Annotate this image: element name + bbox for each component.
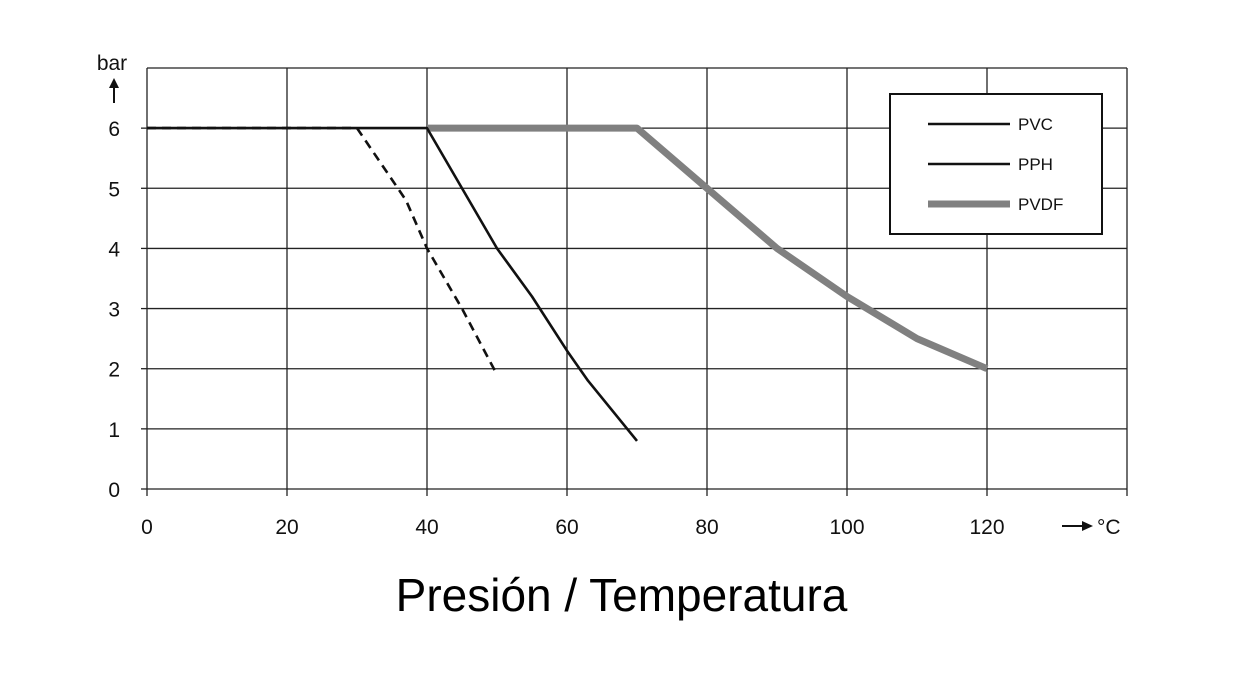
- y-tick-label: 5: [108, 178, 120, 201]
- y-tick-label: 0: [108, 479, 120, 502]
- series-line-pph: [147, 126, 639, 442]
- y-tick-label: 6: [108, 118, 120, 141]
- x-axis-label: °C: [1097, 516, 1121, 539]
- legend-label-pph: PPH: [1018, 155, 1053, 174]
- legend-label-pvc: PVC: [1018, 115, 1053, 134]
- x-tick-label: 40: [415, 516, 438, 539]
- axes: [141, 127, 1128, 496]
- x-tick-label: 120: [969, 516, 1004, 539]
- y-tick-label: 3: [108, 299, 120, 322]
- y-axis-arrow-icon: [109, 78, 119, 103]
- x-tick-label: 80: [695, 516, 718, 539]
- x-axis-arrow-icon: [1062, 521, 1093, 531]
- series-line-pvc: [147, 126, 499, 376]
- tick-labels: 0 20 40 60 80 100 120 0 1 2 3 4 5 6: [108, 118, 1004, 539]
- chart-title: Presión / Temperatura: [395, 569, 848, 621]
- y-axis-label: bar: [97, 52, 127, 75]
- legend-label-pvdf: PVDF: [1018, 195, 1063, 214]
- x-tick-label: 100: [829, 516, 864, 539]
- series-lines: [147, 124, 989, 442]
- y-tick-label: 4: [108, 238, 120, 261]
- y-tick-label: 2: [108, 359, 120, 382]
- x-tick-label: 0: [141, 516, 153, 539]
- series-line-pvdf: [427, 124, 989, 372]
- x-tick-label: 20: [275, 516, 298, 539]
- x-tick-label: 60: [555, 516, 578, 539]
- legend: PVC PPH PVDF: [889, 93, 1103, 235]
- y-tick-label: 1: [108, 419, 120, 442]
